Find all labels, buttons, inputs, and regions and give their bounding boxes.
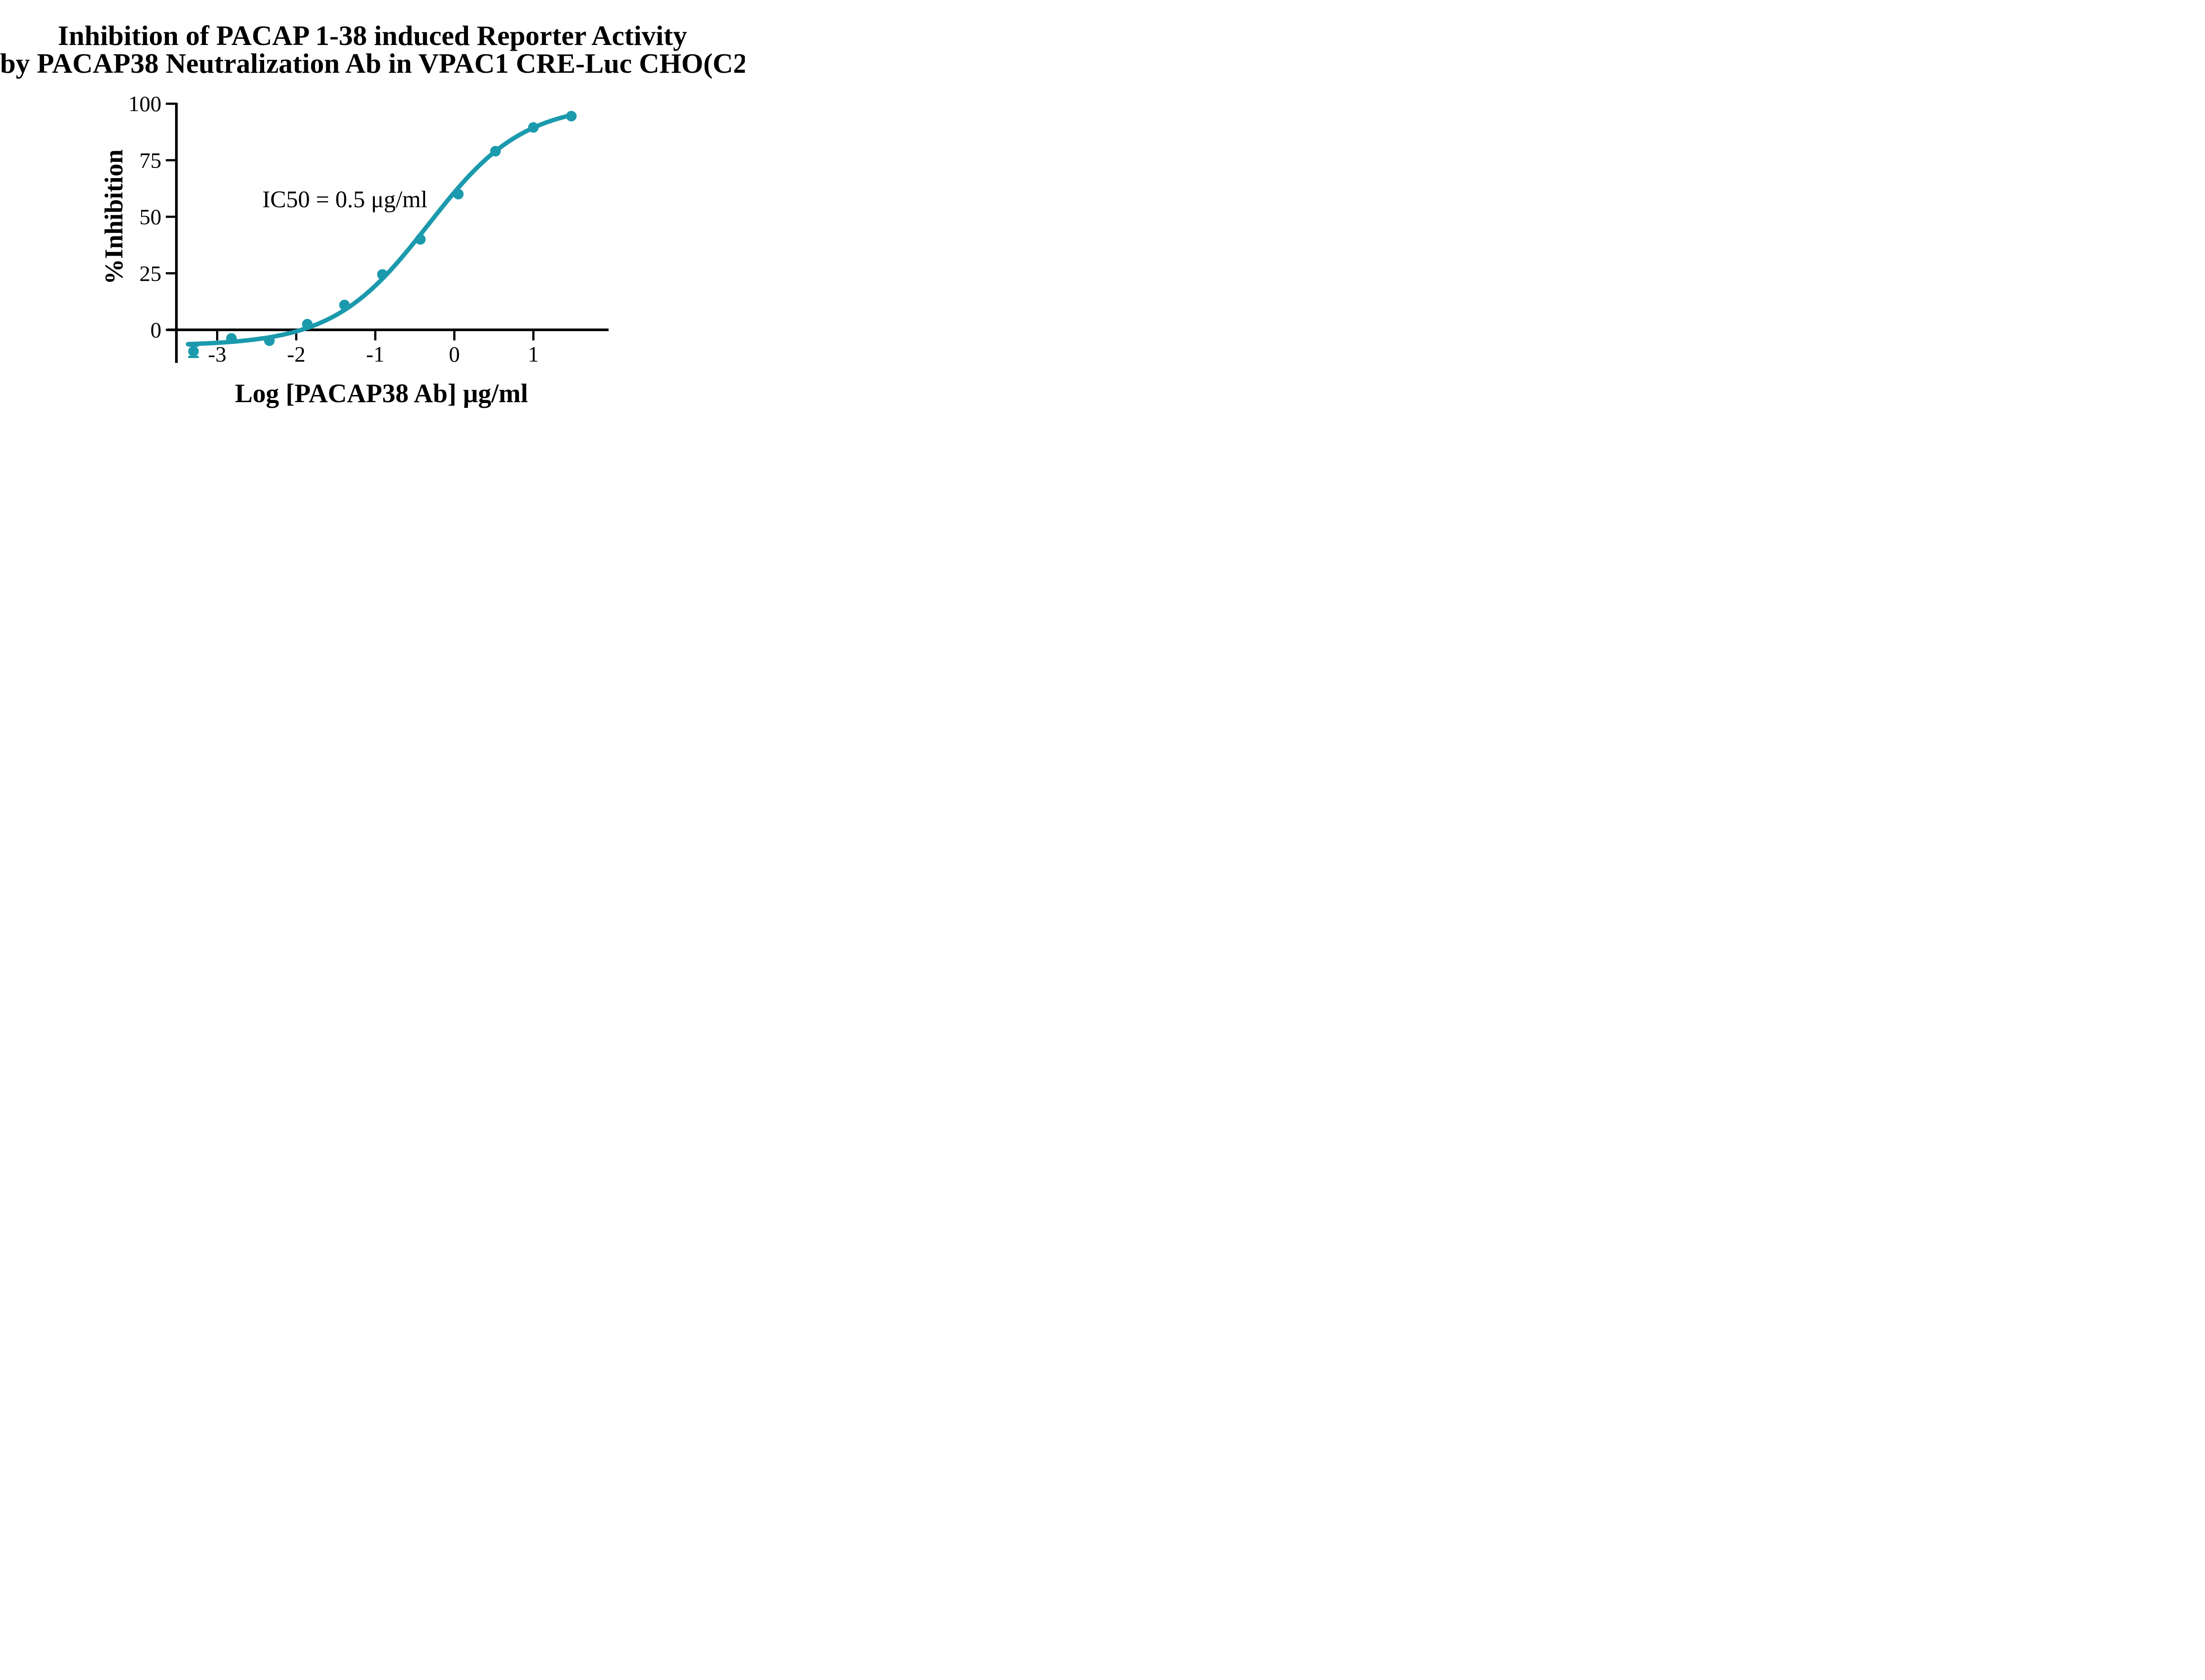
fit-curve	[186, 112, 575, 347]
chart-title-line-1: Inhibition of PACAP 1-38 induced Reporte…	[58, 20, 687, 51]
plot-canvas: 0 25 50 75 100 -3 -2 -1 0 1	[128, 91, 609, 366]
x-tick-label: -1	[366, 342, 385, 366]
data-point	[302, 319, 313, 330]
chart-title-line-2: by PACAP38 Neutralization Ab in VPAC1 CR…	[0, 48, 745, 79]
y-tick-label: 0	[150, 317, 161, 342]
data-point	[226, 333, 237, 344]
y-tick-label: 50	[139, 205, 161, 229]
data-point	[528, 122, 539, 133]
x-tick-label: 0	[449, 342, 460, 366]
x-axis-label: Log [PACAP38 Ab] μg/ml	[235, 379, 528, 408]
data-point	[566, 111, 577, 122]
y-tick-label: 75	[139, 148, 161, 172]
data-point	[264, 335, 275, 346]
x-tick-label: -2	[287, 342, 306, 366]
y-tick-label: 25	[139, 261, 161, 286]
data-point	[490, 146, 501, 157]
data-point	[188, 346, 199, 357]
data-point	[339, 299, 350, 310]
ic50-annotation: IC50 = 0.5 μg/ml	[262, 186, 428, 213]
figure-container: Inhibition of PACAP 1-38 induced Reporte…	[0, 0, 745, 420]
x-tick-label: -3	[208, 342, 227, 366]
data-point	[377, 269, 388, 280]
x-tick-label: 1	[528, 342, 539, 366]
data-point	[453, 189, 464, 200]
y-tick-label: 100	[128, 91, 161, 116]
data-point	[415, 234, 426, 245]
